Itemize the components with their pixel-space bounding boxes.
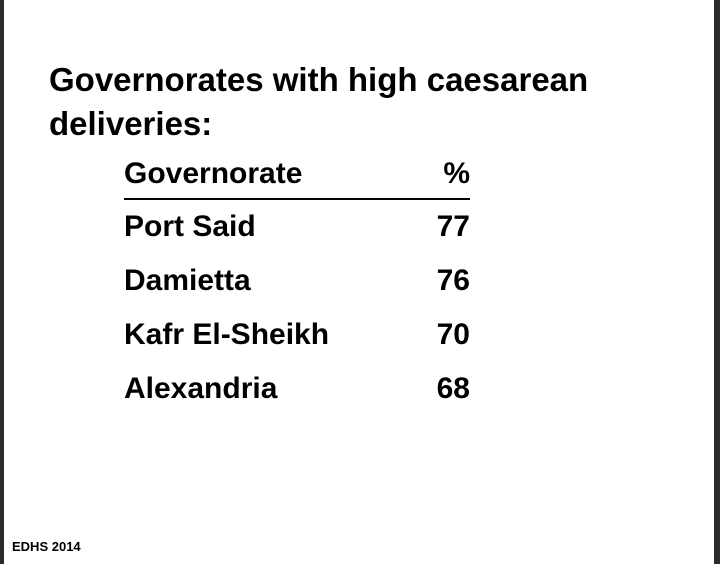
- percent-cell: 77: [436, 210, 470, 243]
- slide: Governorates with high caesarean deliver…: [4, 0, 714, 564]
- governorate-cell: Kafr El-Sheikh: [124, 318, 330, 351]
- governorate-cell: Port Said: [124, 210, 256, 243]
- governorate-table: Governorate % Port Said 77 Damietta 76 K…: [124, 150, 470, 416]
- table-row: Damietta 76: [124, 254, 470, 308]
- table-row: Kafr El-Sheikh 70: [124, 308, 470, 362]
- table-row: Alexandria 68: [124, 362, 470, 416]
- table-header-row: Governorate %: [124, 150, 470, 199]
- table-row: Port Said 77: [124, 199, 470, 254]
- slide-title: Governorates with high caesarean deliver…: [49, 61, 589, 142]
- source-footnote: EDHS 2014: [12, 539, 81, 554]
- percent-cell: 68: [436, 372, 470, 405]
- percent-cell: 70: [436, 318, 470, 351]
- governorate-cell: Alexandria: [124, 372, 278, 405]
- percent-cell: 76: [436, 264, 470, 297]
- governorate-cell: Damietta: [124, 264, 251, 297]
- column-header-percent: %: [443, 157, 470, 190]
- column-header-governorate: Governorate: [124, 157, 303, 190]
